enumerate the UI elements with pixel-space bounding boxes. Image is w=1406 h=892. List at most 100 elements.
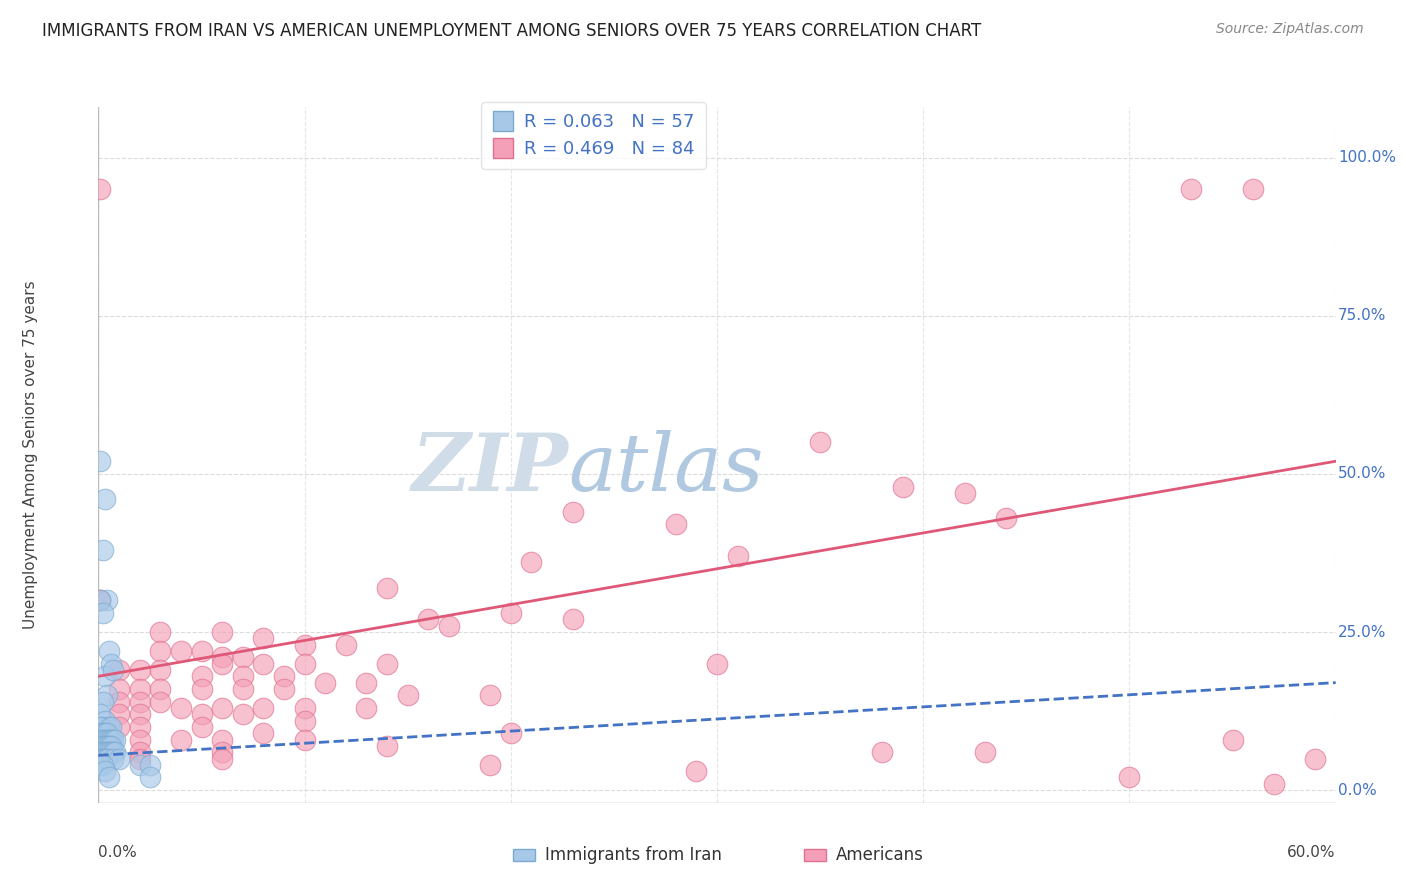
Point — [89, 751, 111, 765]
Point — [190, 707, 212, 722]
Point — [211, 625, 233, 640]
Point — [89, 720, 111, 734]
Point — [211, 732, 233, 747]
Point — [128, 757, 150, 772]
Point — [190, 669, 212, 683]
Point — [375, 657, 398, 671]
Point — [1222, 732, 1244, 747]
Point — [128, 695, 150, 709]
Point — [356, 701, 378, 715]
Point — [1241, 182, 1264, 196]
Point — [89, 593, 111, 607]
Point — [335, 638, 357, 652]
Point — [96, 739, 118, 753]
Point — [96, 688, 118, 702]
Point — [1180, 182, 1202, 196]
Point — [108, 751, 131, 765]
Point — [252, 632, 274, 646]
Point — [91, 745, 114, 759]
Point — [170, 701, 193, 715]
Point — [499, 726, 522, 740]
Text: 25.0%: 25.0% — [1339, 624, 1386, 640]
Point — [93, 739, 115, 753]
Point — [356, 675, 378, 690]
Point — [89, 732, 111, 747]
Point — [375, 739, 398, 753]
Point — [93, 732, 115, 747]
Text: 0.0%: 0.0% — [1339, 782, 1376, 797]
Point — [561, 505, 583, 519]
Point — [375, 581, 398, 595]
Point — [89, 454, 111, 468]
Point — [294, 701, 316, 715]
Point — [437, 618, 460, 632]
Point — [93, 745, 115, 759]
Point — [232, 681, 254, 696]
Point — [128, 732, 150, 747]
Point — [93, 764, 115, 779]
Point — [89, 739, 111, 753]
Point — [808, 435, 831, 450]
Point — [97, 720, 120, 734]
Text: 50.0%: 50.0% — [1339, 467, 1386, 482]
Point — [149, 644, 172, 658]
Point — [108, 720, 131, 734]
Point — [974, 745, 997, 759]
Point — [93, 669, 115, 683]
Point — [520, 556, 543, 570]
Point — [211, 701, 233, 715]
Text: atlas: atlas — [568, 430, 763, 508]
Point — [128, 751, 150, 765]
Point — [96, 726, 118, 740]
Point — [418, 612, 440, 626]
Point — [89, 757, 111, 772]
Text: IMMIGRANTS FROM IRAN VS AMERICAN UNEMPLOYMENT AMONG SENIORS OVER 75 YEARS CORREL: IMMIGRANTS FROM IRAN VS AMERICAN UNEMPLO… — [42, 22, 981, 40]
Bar — [804, 848, 825, 862]
Point — [232, 707, 254, 722]
Point — [93, 726, 115, 740]
Point — [294, 657, 316, 671]
Point — [104, 732, 127, 747]
Point — [89, 593, 111, 607]
Point — [100, 657, 122, 671]
Bar — [513, 848, 536, 862]
Point — [994, 511, 1017, 525]
Point — [96, 751, 118, 765]
Point — [97, 745, 120, 759]
Point — [108, 681, 131, 696]
Point — [665, 517, 688, 532]
Point — [128, 707, 150, 722]
Point — [101, 732, 124, 747]
Point — [396, 688, 419, 702]
Point — [128, 681, 150, 696]
Point — [870, 745, 893, 759]
Point — [1263, 777, 1285, 791]
Point — [1118, 771, 1140, 785]
Text: 60.0%: 60.0% — [1288, 845, 1336, 860]
Point — [170, 644, 193, 658]
Point — [97, 644, 120, 658]
Point — [108, 695, 131, 709]
Point — [891, 479, 914, 493]
Point — [100, 739, 122, 753]
Point — [294, 638, 316, 652]
Point — [100, 720, 122, 734]
Point — [211, 751, 233, 765]
Point — [93, 492, 115, 507]
Point — [479, 688, 502, 702]
Text: Source: ZipAtlas.com: Source: ZipAtlas.com — [1216, 22, 1364, 37]
Point — [91, 732, 114, 747]
Point — [149, 695, 172, 709]
Point — [97, 732, 120, 747]
Point — [104, 745, 127, 759]
Point — [170, 732, 193, 747]
Point — [96, 732, 118, 747]
Point — [139, 771, 162, 785]
Point — [101, 663, 124, 677]
Point — [91, 720, 114, 734]
Text: Immigrants from Iran: Immigrants from Iran — [546, 846, 721, 864]
Point — [128, 720, 150, 734]
Point — [91, 739, 114, 753]
Point — [97, 739, 120, 753]
Point — [93, 751, 115, 765]
